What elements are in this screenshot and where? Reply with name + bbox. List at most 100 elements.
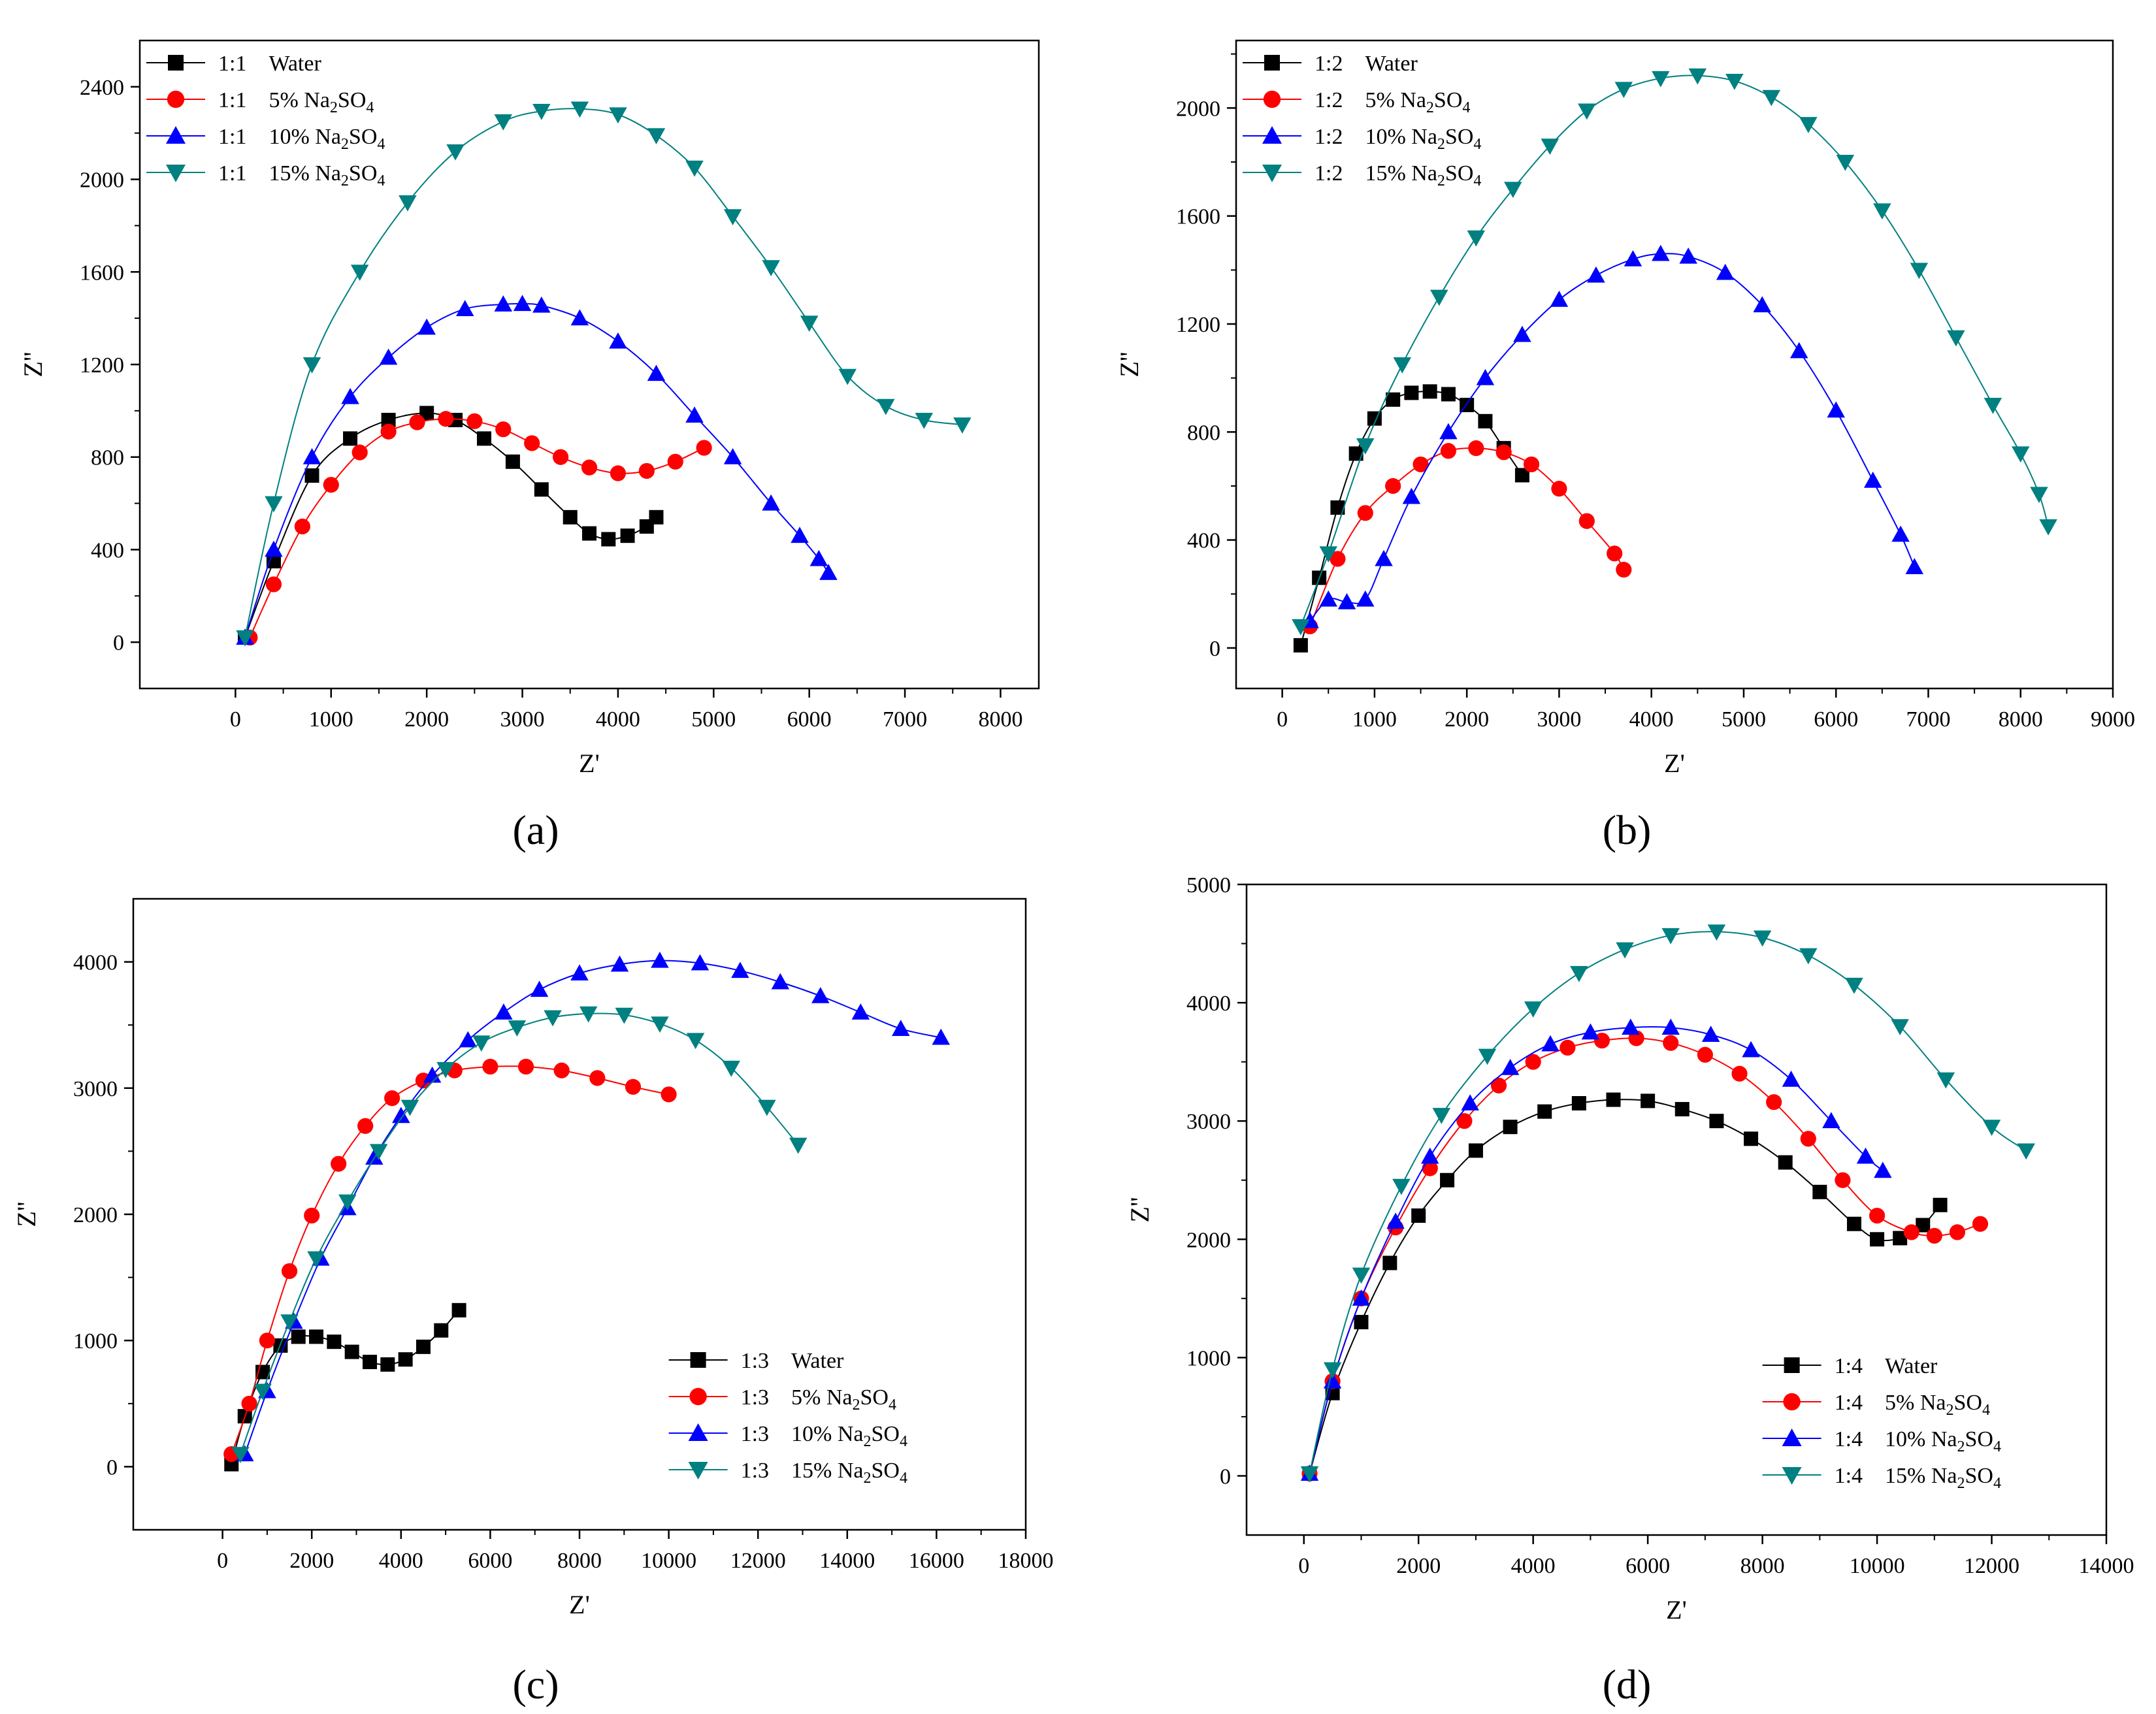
chart-panel-c: 0 2000 4000 6000 8000 10000 12000 14000 16000 180… xyxy=(12,897,1054,1707)
data-point xyxy=(1972,1216,1989,1232)
x-tick-label: 0 xyxy=(230,707,241,732)
data-point xyxy=(1432,1108,1451,1124)
data-point xyxy=(241,1395,257,1412)
data-point xyxy=(281,1263,298,1280)
x-tick-label: 4000 xyxy=(596,707,640,732)
data-point xyxy=(771,973,790,990)
data-point xyxy=(379,348,398,365)
data-point xyxy=(2011,446,2030,463)
data-point xyxy=(1420,1147,1439,1164)
x-tick-label: 7000 xyxy=(883,707,927,732)
data-point xyxy=(236,630,254,647)
data-point xyxy=(341,387,359,404)
data-point xyxy=(1323,1362,1342,1379)
y-tick-label: 1600 xyxy=(80,261,124,285)
data-point xyxy=(1504,182,1522,199)
data-point xyxy=(625,1078,642,1095)
x-tick-label: 12000 xyxy=(730,1549,786,1573)
data-point xyxy=(1560,1039,1576,1056)
data-point xyxy=(436,1061,455,1078)
data-point xyxy=(1947,330,1965,347)
data-point xyxy=(1845,977,1863,994)
y-tick-label: 3000 xyxy=(1186,1110,1231,1134)
data-point xyxy=(1541,138,1560,155)
legend-marker xyxy=(688,1423,708,1441)
data-point xyxy=(416,1339,431,1354)
x-tick-label: 1000 xyxy=(1352,707,1397,732)
legend-marker xyxy=(167,90,185,108)
x-tick-label: 9000 xyxy=(2091,707,2135,732)
legend-entry: 1:1 5% Na2SO4 xyxy=(218,88,374,116)
data-point xyxy=(1337,592,1356,609)
data-point xyxy=(731,962,749,978)
data-point xyxy=(309,1329,324,1344)
data-point xyxy=(667,453,683,470)
data-point xyxy=(369,1144,388,1161)
data-point xyxy=(338,1194,357,1211)
legend-entry: 1:3 Water xyxy=(741,1349,844,1373)
data-point xyxy=(350,265,369,282)
data-point xyxy=(532,296,551,313)
y-tick-label: 0 xyxy=(113,631,124,655)
data-point xyxy=(1652,244,1670,261)
x-tick-label: 3000 xyxy=(1537,707,1581,732)
data-point xyxy=(1893,1231,1908,1246)
legend-marker xyxy=(1262,126,1282,144)
data-point xyxy=(789,1137,808,1154)
data-point xyxy=(1762,89,1781,106)
data-point xyxy=(1330,551,1346,567)
data-point xyxy=(1514,468,1529,483)
data-point xyxy=(1413,456,1429,473)
x-tick-label: 0 xyxy=(1298,1554,1309,1578)
y-tick-label: 1200 xyxy=(80,353,124,378)
data-point xyxy=(380,423,397,440)
data-point xyxy=(1661,928,1680,945)
legend-marker xyxy=(1263,90,1281,108)
data-point xyxy=(1404,385,1419,400)
x-tick-label: 3000 xyxy=(500,707,545,732)
data-point xyxy=(365,1148,384,1165)
data-point xyxy=(1661,1018,1680,1035)
x-tick-label: 12000 xyxy=(1964,1554,2019,1578)
x-tick-label: 6000 xyxy=(1625,1554,1670,1578)
data-point xyxy=(302,357,321,374)
data-point xyxy=(327,1334,342,1350)
data-point xyxy=(2030,487,2048,504)
data-point xyxy=(1846,1216,1861,1231)
data-point xyxy=(1622,1018,1640,1035)
data-point xyxy=(434,1323,449,1338)
series-3 xyxy=(1301,244,1924,628)
data-point xyxy=(1551,481,1567,497)
data-point xyxy=(323,477,339,493)
data-point xyxy=(1869,1207,1886,1224)
data-point xyxy=(343,431,358,446)
x-tick-label: 8000 xyxy=(978,707,1022,732)
data-point xyxy=(1578,513,1595,529)
legend: 1:4 Water 1:4 5% Na2SO4 1:4 10% Na2SO4 1:4 … xyxy=(1762,1354,2001,1492)
data-point xyxy=(1422,1160,1438,1176)
x-axis-label: Z' xyxy=(1666,1595,1687,1625)
data-point xyxy=(1891,1019,1909,1036)
x-tick-label: 8000 xyxy=(1740,1554,1785,1578)
data-point xyxy=(400,1099,419,1116)
data-point xyxy=(791,526,809,543)
data-point xyxy=(1440,443,1457,459)
y-tick-label: 2000 xyxy=(80,169,124,193)
y-tick-label: 400 xyxy=(1187,529,1220,553)
data-point xyxy=(495,421,512,438)
plot-frame xyxy=(1245,883,2108,1536)
data-point xyxy=(2017,1143,2035,1160)
data-point xyxy=(417,318,436,335)
data-point xyxy=(1778,1155,1793,1170)
data-point xyxy=(1614,82,1633,99)
y-tick-label: 1000 xyxy=(1186,1346,1231,1370)
data-point xyxy=(1375,549,1393,566)
data-point xyxy=(1382,1255,1397,1270)
data-point xyxy=(438,411,454,427)
data-point xyxy=(351,444,368,461)
data-point xyxy=(1753,930,1772,947)
data-point xyxy=(582,526,596,541)
data-point xyxy=(392,1107,410,1124)
data-point xyxy=(811,987,830,1003)
data-point xyxy=(1392,1178,1411,1195)
